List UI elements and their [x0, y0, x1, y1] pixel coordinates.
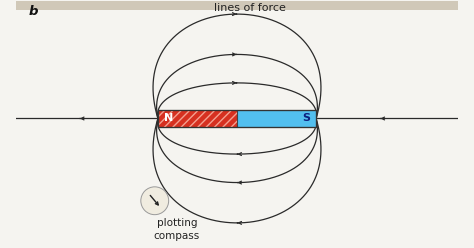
Text: lines of force: lines of force [214, 3, 286, 13]
Text: N: N [164, 114, 173, 124]
Bar [158, 110, 316, 127]
Circle shape [141, 187, 169, 215]
Text: plotting
compass: plotting compass [154, 218, 200, 241]
Bar [158, 110, 237, 127]
Text: S: S [302, 114, 310, 124]
Text: b: b [28, 5, 38, 18]
Bar [237, 110, 316, 127]
Bar [158, 110, 237, 127]
Bar [16, 0, 458, 10]
